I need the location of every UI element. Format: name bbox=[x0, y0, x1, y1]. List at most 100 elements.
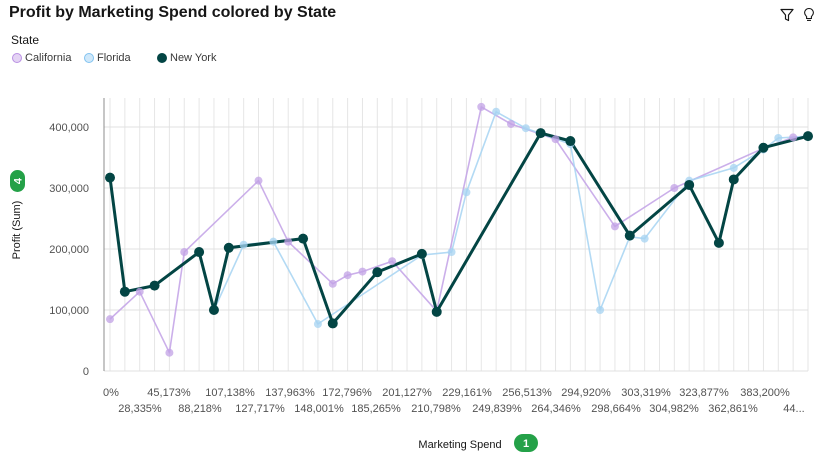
x-tick-label: 383,200% bbox=[740, 387, 790, 399]
x-tick-label: 294,920% bbox=[561, 387, 611, 399]
x-tick-label: 229,161% bbox=[442, 387, 492, 399]
data-point-california bbox=[328, 279, 337, 288]
y-axis: 0 100,000 200,000 300,000 400,000 bbox=[49, 98, 105, 378]
data-point-florida bbox=[492, 107, 501, 116]
y-tick-label: 100,000 bbox=[49, 305, 89, 317]
y-axis-title: Profit (Sum) bbox=[11, 201, 23, 260]
legend-swatch bbox=[12, 53, 22, 63]
x-tick-label: 45,173% bbox=[147, 387, 191, 399]
data-point-california bbox=[358, 267, 367, 276]
data-point-florida bbox=[239, 240, 248, 249]
data-point-florida bbox=[729, 163, 738, 172]
data-point-california bbox=[551, 135, 560, 144]
series-line-new-york bbox=[108, 131, 809, 325]
data-point-new-york bbox=[223, 242, 234, 253]
x-tick-label: 185,265% bbox=[351, 403, 401, 415]
data-point-new-york bbox=[327, 318, 338, 329]
y-tick-label: 200,000 bbox=[49, 244, 89, 256]
data-point-california bbox=[180, 248, 189, 257]
x-tick-label: 256,513% bbox=[502, 387, 552, 399]
data-point-new-york bbox=[298, 233, 309, 244]
data-point-california bbox=[284, 237, 293, 246]
x-tick-label: 264,346% bbox=[531, 403, 581, 415]
data-point-florida bbox=[596, 306, 605, 314]
data-point-new-york bbox=[728, 174, 739, 185]
x-count-badge: 1 bbox=[514, 434, 538, 452]
badge-shape bbox=[10, 170, 25, 192]
data-point-california bbox=[254, 176, 263, 185]
data-point-new-york bbox=[713, 237, 724, 248]
legend-label: California bbox=[25, 52, 72, 64]
data-point-new-york bbox=[684, 179, 695, 190]
data-point-california bbox=[477, 102, 486, 111]
data-point-new-york bbox=[208, 305, 219, 315]
x-tick-label: 362,861% bbox=[708, 403, 758, 415]
x-tick-label: 148,001% bbox=[294, 403, 344, 415]
data-point-california bbox=[106, 315, 114, 324]
filter-icon[interactable] bbox=[779, 7, 795, 23]
x-tick-label: 201,127% bbox=[382, 387, 432, 399]
data-point-new-york bbox=[565, 136, 576, 147]
series-line-california bbox=[109, 106, 809, 354]
axis-titles: Profit (Sum) 4 Marketing Spend 1 bbox=[10, 170, 538, 452]
data-point-florida bbox=[774, 133, 783, 142]
data-point-new-york bbox=[758, 142, 769, 153]
data-point-florida bbox=[640, 234, 649, 243]
legend-swatch bbox=[157, 53, 167, 63]
data-point-california bbox=[388, 257, 397, 266]
data-point-florida bbox=[313, 320, 322, 329]
data-point-new-york bbox=[803, 131, 813, 142]
data-point-california bbox=[506, 119, 515, 128]
x-tick-label: 304,982% bbox=[649, 403, 699, 415]
data-point-new-york bbox=[194, 247, 205, 258]
data-point-california bbox=[165, 348, 174, 357]
x-tick-label: 88,218% bbox=[178, 403, 222, 415]
x-axis: 0% 45,173% 107,138% 137,963% 172,796% 201,127… bbox=[103, 387, 805, 415]
data-point-new-york bbox=[372, 267, 383, 278]
data-point-florida bbox=[447, 248, 456, 257]
x-tick-label: 28,335% bbox=[118, 403, 162, 415]
legend-swatch bbox=[84, 53, 94, 63]
legend-item-new-york[interactable]: New York bbox=[157, 52, 216, 64]
y-tick-label: 400,000 bbox=[49, 122, 89, 134]
data-point-california bbox=[135, 287, 144, 296]
data-point-california bbox=[343, 271, 352, 280]
legend-item-florida[interactable]: Florida bbox=[84, 52, 131, 64]
data-point-florida bbox=[462, 188, 471, 197]
data-point-florida bbox=[269, 237, 278, 246]
data-point-new-york bbox=[624, 230, 635, 241]
x-tick-label: 127,717% bbox=[235, 403, 285, 415]
legend-label: Florida bbox=[97, 52, 131, 64]
y-count-badge: 4 bbox=[10, 170, 25, 192]
data-point-new-york bbox=[105, 172, 115, 183]
x-tick-label: 303,319% bbox=[621, 387, 671, 399]
x-tick-label: 210,798% bbox=[411, 403, 461, 415]
x-tick-label: 107,138% bbox=[205, 387, 255, 399]
data-point-new-york bbox=[431, 306, 442, 317]
x-tick-label: 44... bbox=[783, 403, 804, 415]
badge-shape bbox=[514, 434, 538, 452]
legend-item-california[interactable]: California bbox=[12, 52, 71, 64]
series-lines bbox=[108, 106, 809, 354]
series-points bbox=[105, 102, 813, 357]
lightbulb-icon[interactable] bbox=[801, 7, 817, 23]
legend-label: New York bbox=[170, 52, 217, 64]
y-tick-label: 300,000 bbox=[49, 183, 89, 195]
data-point-california bbox=[670, 184, 679, 192]
badge-count: 4 bbox=[13, 177, 25, 184]
x-tick-label: 323,877% bbox=[679, 387, 729, 399]
data-point-florida bbox=[521, 124, 530, 133]
x-tick-label: 298,664% bbox=[591, 403, 641, 415]
data-point-california bbox=[610, 222, 619, 231]
x-tick-label: 249,839% bbox=[472, 403, 522, 415]
data-point-california bbox=[789, 133, 798, 142]
data-point-new-york bbox=[416, 248, 427, 259]
data-point-new-york bbox=[119, 286, 130, 297]
x-tick-label: 137,963% bbox=[265, 387, 315, 399]
chart-title: Profit by Marketing Spend colored by Sta… bbox=[9, 4, 337, 21]
x-axis-title: Marketing Spend bbox=[418, 439, 501, 451]
x-tick-label: 172,796% bbox=[322, 387, 372, 399]
y-tick-label: 0 bbox=[83, 366, 89, 378]
